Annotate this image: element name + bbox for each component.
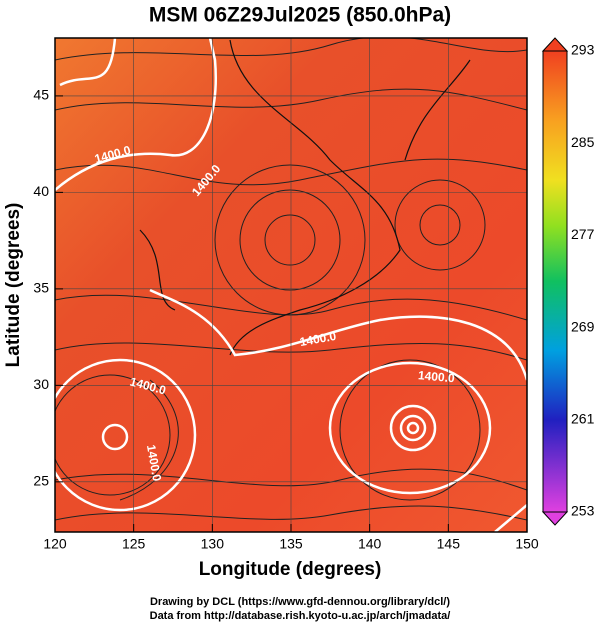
y-axis-label: Latitude (degrees) (3, 203, 24, 368)
x-tick-label: 150 (515, 536, 539, 552)
y-tick-label: 45 (33, 87, 49, 103)
contours (55, 38, 527, 532)
y-tick-label: 30 (33, 376, 49, 392)
x-tick-label: 130 (201, 536, 225, 552)
contour-label: 1400.0 (144, 444, 164, 483)
colorbar-tick-label: 269 (571, 318, 595, 334)
x-tick-label: 140 (358, 536, 382, 552)
contour-label: 1400.0 (299, 329, 338, 349)
colorbar-tick-label: 277 (571, 226, 595, 242)
title: MSM 06Z29Jul2025 (850.0hPa) (149, 4, 451, 27)
colorbar-tick-label: 261 (571, 411, 595, 427)
colorbar (542, 50, 568, 513)
y-tick-label: 35 (33, 280, 49, 296)
x-tick-label: 125 (122, 536, 146, 552)
colorbar-tick-label: 253 (571, 503, 595, 519)
y-tick-label: 40 (33, 183, 49, 199)
colorbar-tick-label: 293 (571, 42, 595, 58)
grid (55, 38, 527, 532)
coastlines (139, 39, 471, 356)
map-layers (55, 38, 527, 532)
colorbar-tick-label: 285 (571, 134, 595, 150)
colorbar-max-arrow (541, 37, 569, 52)
colorbar-min-arrow (541, 511, 569, 526)
contour-label: 1400.0 (417, 368, 455, 385)
streamlines (55, 38, 527, 521)
y-tick-label: 25 (33, 473, 49, 489)
credit: Data from http://database.rish.kyoto-u.a… (150, 610, 451, 622)
credit: Drawing by DCL (https://www.gfd-dennou.o… (150, 596, 450, 608)
x-tick-label: 145 (437, 536, 461, 552)
axes: 120 125 130 135 140 145 150 25 30 35 40 45 253 261 269… (33, 42, 594, 552)
x-tick-label: 135 (279, 536, 303, 552)
x-tick-label: 120 (43, 536, 67, 552)
x-axis-label: Longitude (degrees) (199, 559, 382, 580)
